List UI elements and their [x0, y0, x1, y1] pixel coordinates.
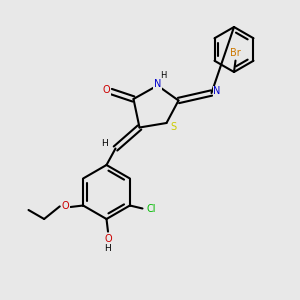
Text: N: N: [213, 86, 220, 97]
Text: O: O: [103, 85, 110, 95]
Text: O: O: [104, 234, 112, 244]
Text: H: H: [102, 139, 108, 148]
Text: O: O: [61, 201, 69, 212]
Text: N: N: [154, 79, 161, 89]
Text: H: H: [160, 71, 166, 80]
Text: Br: Br: [230, 48, 241, 59]
Text: Cl: Cl: [147, 204, 156, 214]
Text: S: S: [170, 122, 176, 132]
Text: H: H: [105, 244, 111, 253]
